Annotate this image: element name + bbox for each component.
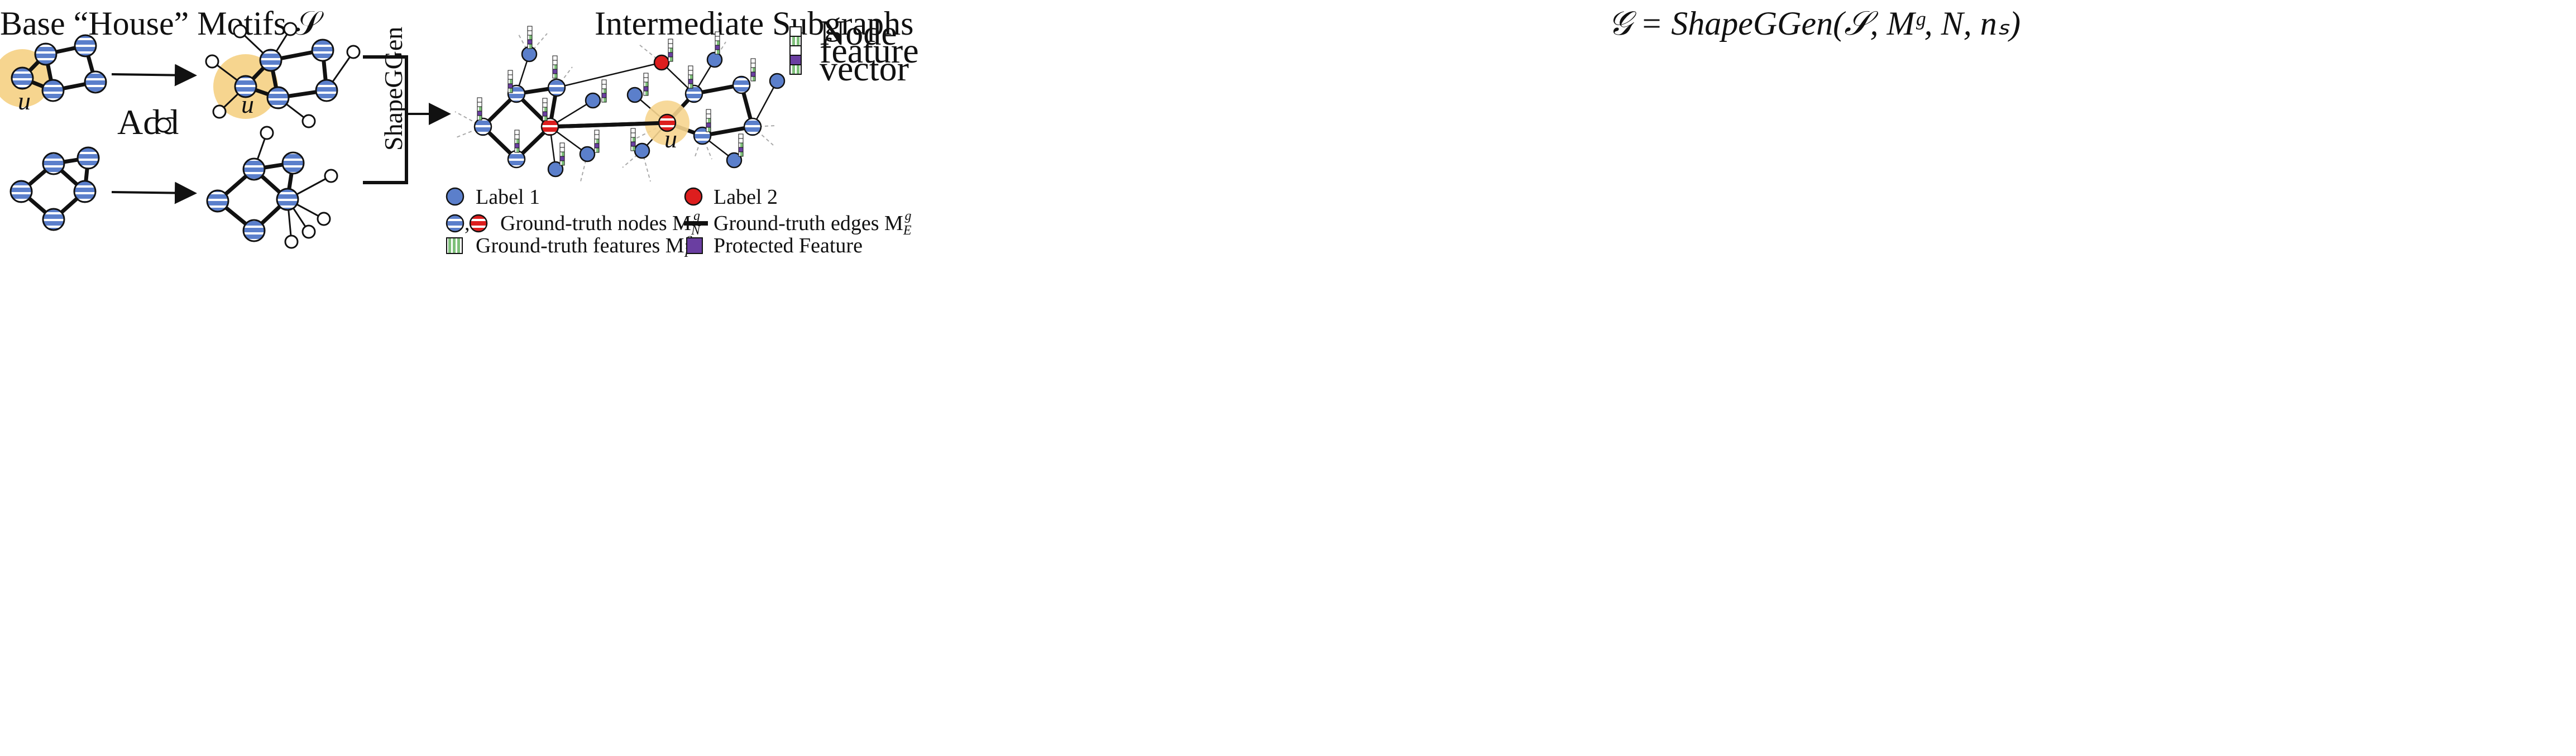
- gt-node-blue-swatch: [446, 214, 465, 233]
- base-motif-top: u: [0, 34, 107, 115]
- generated-graph: u Node: [454, 13, 919, 182]
- legend-comma: ,: [465, 212, 470, 235]
- intermediate-subgraph-bottom: [206, 126, 338, 249]
- title-shapeggen-output: 𝒢 = ShapeGGen(𝒮, Mᵍ, N, nₛ): [1608, 5, 2020, 42]
- node-label-u-output: u: [664, 125, 677, 153]
- legend-protected-feature: Protected Feature: [714, 234, 863, 257]
- legend-gt-edges-text: Ground-truth edges MEg: [714, 209, 912, 238]
- gt-feature-swatch: [446, 237, 463, 254]
- label1-swatch: [446, 187, 465, 206]
- base-motif-bottom: [9, 146, 100, 231]
- title-intermediate-subgraphs: Intermediate Subgraphs: [595, 5, 914, 42]
- feature-legend-line1: Node: [820, 13, 897, 52]
- feature-legend-line2: feature: [820, 31, 919, 70]
- gt-node-red-swatch: [469, 214, 488, 233]
- intermediate-subgraph-top: u: [205, 22, 361, 128]
- shapeggen-label: ShapeGGen: [379, 27, 408, 151]
- empty-node-icon: [156, 117, 171, 133]
- node-label-u-intermediate: u: [241, 90, 254, 118]
- protected-feature-swatch: [686, 237, 703, 254]
- shapeggen-bracket: [363, 55, 408, 184]
- legend-gt-nodes-text: Ground-truth nodes MNg: [500, 209, 701, 238]
- legend-label1: Label 1: [476, 185, 540, 209]
- legend-label2: Label 2: [714, 185, 778, 209]
- title-base-motifs: Base “House” Motifs 𝒮: [0, 5, 324, 42]
- legend: Label 1 Label 2 , Ground-truth nodes MNg…: [446, 185, 912, 260]
- node-label-u: u: [18, 87, 31, 115]
- arrow-to-intermediate-bottom: [111, 181, 197, 204]
- label2-swatch: [684, 187, 703, 206]
- feature-vectors: [477, 26, 756, 166]
- arrow-to-intermediate-top: [111, 64, 197, 87]
- legend-gt-features-text: Ground-truth features MFg: [476, 231, 693, 260]
- feature-vector-legend: [789, 26, 802, 75]
- feature-legend-line3: vector: [820, 49, 909, 88]
